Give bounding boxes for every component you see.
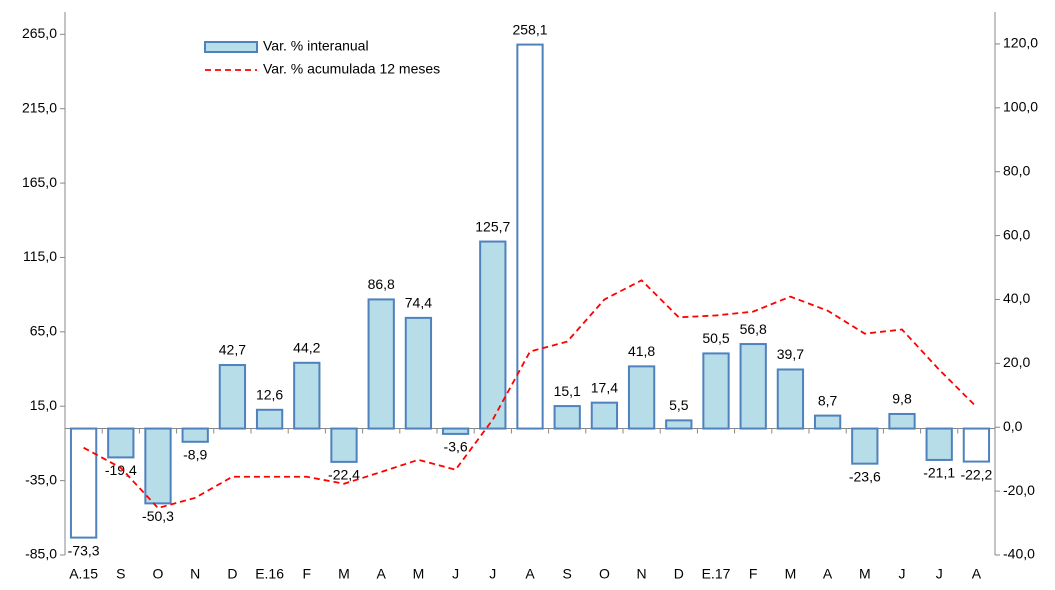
data-label: 5,5 bbox=[669, 397, 689, 413]
bar bbox=[776, 368, 805, 430]
y-tick-label: 15,0 bbox=[30, 397, 57, 413]
x-tick-label: J bbox=[452, 566, 459, 582]
data-label: -23,6 bbox=[849, 468, 881, 484]
y-tick-label: 115,0 bbox=[23, 248, 57, 264]
data-label: -50,3 bbox=[142, 508, 174, 524]
x-tick-label: J bbox=[899, 566, 906, 582]
data-label: 39,7 bbox=[777, 346, 804, 362]
y2-tick-label: 80,0 bbox=[1003, 162, 1030, 178]
x-tick-label: O bbox=[599, 566, 610, 582]
bar bbox=[813, 414, 842, 430]
x-tick-label: N bbox=[637, 566, 647, 582]
y2-tick-label: 0,0 bbox=[1003, 418, 1023, 434]
y2-tick-label: 60,0 bbox=[1003, 226, 1030, 242]
data-label: -21,1 bbox=[923, 465, 955, 481]
bar bbox=[627, 365, 656, 430]
x-tick-label: A bbox=[972, 566, 982, 582]
legend-swatch bbox=[204, 41, 258, 53]
data-label: 74,4 bbox=[405, 295, 432, 311]
legend-label: Var. % acumulada 12 meses bbox=[263, 61, 440, 77]
bar bbox=[181, 427, 209, 443]
x-tick-label: J bbox=[489, 566, 496, 582]
x-tick-label: M bbox=[785, 566, 797, 582]
bar bbox=[69, 427, 98, 539]
data-label: 17,4 bbox=[591, 379, 618, 395]
data-label: -3,6 bbox=[444, 439, 468, 455]
y-tick-label: 265,0 bbox=[22, 25, 57, 41]
y2-tick-label: 100,0 bbox=[1003, 99, 1038, 115]
data-label: 44,2 bbox=[293, 339, 320, 355]
bar bbox=[590, 401, 619, 430]
bar bbox=[218, 364, 247, 430]
x-tick-label: M bbox=[338, 566, 350, 582]
line-series bbox=[83, 279, 978, 510]
y-tick-label: -35,0 bbox=[25, 471, 57, 487]
y2-tick-label: -40,0 bbox=[1003, 546, 1035, 562]
x-tick-label: M bbox=[859, 566, 871, 582]
y2-tick-label: 20,0 bbox=[1003, 354, 1030, 370]
bar bbox=[888, 412, 916, 430]
y2-tick-label: 120,0 bbox=[1003, 35, 1038, 51]
x-tick-label: N bbox=[190, 566, 200, 582]
bar bbox=[702, 352, 730, 430]
data-label: 56,8 bbox=[740, 321, 767, 337]
bar bbox=[293, 361, 321, 430]
data-label: 50,5 bbox=[702, 330, 729, 346]
y2-tick-label: 40,0 bbox=[1003, 290, 1030, 306]
bar bbox=[851, 427, 879, 465]
data-label: 8,7 bbox=[818, 392, 838, 408]
data-label: -8,9 bbox=[183, 446, 207, 462]
x-tick-label: E.17 bbox=[702, 566, 731, 582]
data-label: 125,7 bbox=[475, 218, 510, 234]
bar bbox=[144, 427, 172, 505]
bar bbox=[962, 427, 991, 463]
data-label: 258,1 bbox=[512, 21, 547, 37]
x-tick-label: D bbox=[674, 566, 684, 582]
x-tick-label: A bbox=[377, 566, 387, 582]
bar bbox=[441, 427, 470, 435]
x-tick-label: F bbox=[749, 566, 758, 582]
data-label: 12,6 bbox=[256, 387, 283, 403]
y2-tick-label: -20,0 bbox=[1003, 482, 1035, 498]
y-tick-label: -85,0 bbox=[25, 546, 57, 562]
x-tick-label: A bbox=[823, 566, 833, 582]
x-tick-label: A bbox=[525, 566, 535, 582]
data-label: 86,8 bbox=[368, 276, 395, 292]
x-tick-label: F bbox=[303, 566, 312, 582]
bar bbox=[404, 316, 433, 430]
bar bbox=[330, 427, 358, 463]
bar bbox=[107, 427, 135, 459]
x-tick-label: S bbox=[116, 566, 125, 582]
x-tick-label: E.16 bbox=[255, 566, 284, 582]
data-label: -73,3 bbox=[68, 542, 100, 558]
legend-label: Var. % interanual bbox=[263, 38, 369, 54]
bar bbox=[739, 343, 767, 430]
y-tick-label: 165,0 bbox=[22, 174, 57, 190]
bar bbox=[553, 405, 581, 430]
bar bbox=[925, 427, 953, 461]
bar bbox=[255, 408, 284, 430]
data-label: -22,4 bbox=[328, 467, 360, 483]
bar bbox=[479, 240, 507, 430]
data-label: -22,2 bbox=[960, 466, 992, 482]
y-tick-label: 65,0 bbox=[30, 323, 57, 339]
data-label: 15,1 bbox=[554, 383, 581, 399]
data-label: 42,7 bbox=[219, 342, 246, 358]
x-tick-label: O bbox=[153, 566, 164, 582]
bar bbox=[665, 419, 693, 430]
x-tick-label: J bbox=[936, 566, 943, 582]
data-label: 41,8 bbox=[628, 343, 655, 359]
x-tick-label: D bbox=[227, 566, 237, 582]
x-tick-label: S bbox=[563, 566, 572, 582]
x-tick-label: A.15 bbox=[69, 566, 98, 582]
bar bbox=[367, 298, 395, 430]
bar bbox=[516, 43, 544, 430]
x-tick-label: M bbox=[413, 566, 425, 582]
data-label: 9,8 bbox=[892, 391, 912, 407]
y-tick-label: 215,0 bbox=[22, 99, 57, 115]
data-label: -19,4 bbox=[105, 462, 137, 478]
